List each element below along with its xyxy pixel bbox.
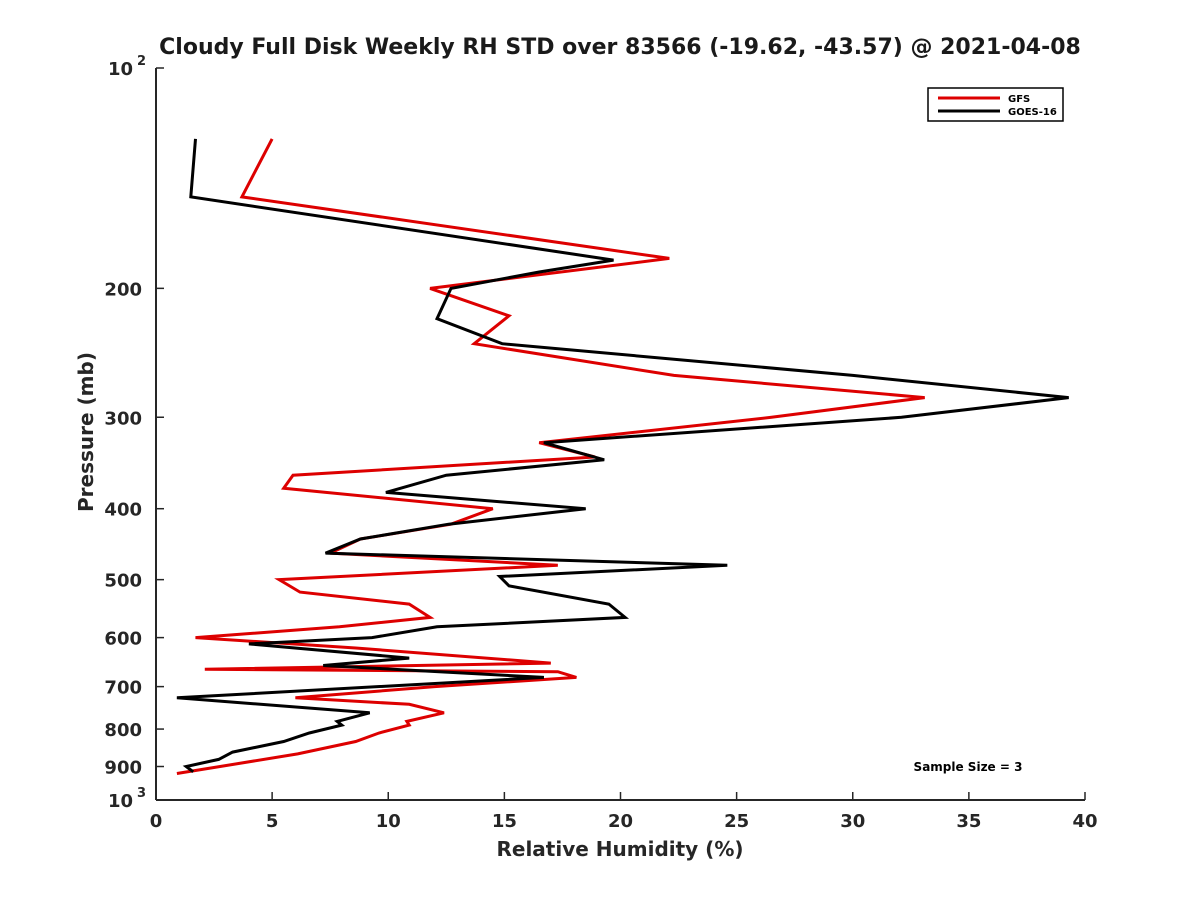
legend-box [927,87,1064,122]
axes: 0 5 10 15 20 25 30 35 40 10 2 200 300 400 500 600 700 800… [104,54,1097,832]
x-tick-label: 15 [492,811,517,832]
data-series [176,138,1069,775]
y-tick-label: 10 [108,59,133,80]
x-tick-label: 25 [724,811,749,832]
x-tick-label: 10 [376,811,401,832]
y-tick-label: 600 [104,629,142,650]
y-tick-label: 400 [104,500,142,521]
sample-size-annotation: Sample Size = 3 [914,760,1023,774]
chart-title: Cloudy Full Disk Weekly RH STD over 8356… [159,35,1081,60]
x-tick-label: 0 [150,811,163,832]
y-tick-label: 10 [108,791,133,812]
y-tick-label: 700 [104,678,142,699]
series-line-goes-16 [176,138,1069,773]
x-tick-label: 35 [956,811,981,832]
x-tick-label: 40 [1072,811,1097,832]
y-axis-label: Pressure (mb) [74,352,98,512]
y-tick-exponent: 3 [137,786,146,801]
y-tick-exponent: 2 [137,54,146,69]
y-tick-label: 300 [104,408,142,429]
x-axis-label: Relative Humidity (%) [496,837,743,861]
x-tick-label: 30 [840,811,865,832]
series-line-gfs [176,138,925,775]
y-tick-label: 800 [104,720,142,741]
y-tick-label: 900 [104,758,142,779]
legend-entry: GFS [1008,94,1030,105]
legend: GFS GOES-16 [927,87,1064,122]
y-tick-label: 200 [104,279,142,300]
x-tick-label: 20 [608,811,633,832]
legend-entry: GOES-16 [1008,107,1057,118]
y-tick-label: 500 [104,571,142,592]
x-tick-label: 5 [266,811,279,832]
